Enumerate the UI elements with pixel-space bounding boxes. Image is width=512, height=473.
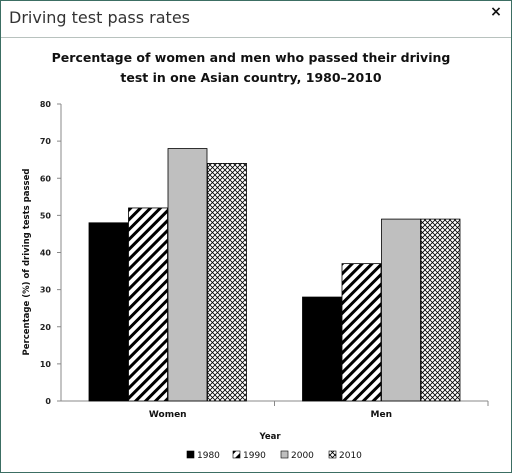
close-icon[interactable]: × — [490, 4, 502, 20]
legend-label-1990: 1990 — [243, 451, 266, 461]
x-tick-label: Men — [371, 410, 392, 420]
y-tick-label: 10 — [40, 360, 52, 369]
bar-2010-women — [207, 162, 247, 402]
x-axis-label: Year — [258, 432, 281, 442]
y-axis-label: Percentage (%) of driving tests passed — [22, 169, 32, 356]
legend-label-2010: 2010 — [339, 451, 362, 461]
x-tick-label: Women — [149, 410, 187, 420]
bar-2000-men — [381, 218, 421, 402]
bars — [88, 148, 461, 402]
bar-2010-men — [420, 218, 461, 402]
legend: 1980 1990 2000 2010 — [186, 450, 362, 461]
y-tick-label: 50 — [40, 211, 52, 220]
window-titlebar: Driving test pass rates × — [1, 1, 511, 38]
y-tick-label: 30 — [40, 286, 52, 295]
x-ticks: Women Men — [149, 401, 489, 420]
bar-1980-men — [302, 296, 342, 402]
y-tick-label: 40 — [40, 249, 52, 258]
y-tick-label: 20 — [40, 323, 52, 332]
legend-swatch-2000 — [280, 450, 289, 459]
legend-label-2000: 2000 — [291, 451, 314, 461]
chart-title-line-2: test in one Asian country, 1980–2010 — [120, 70, 382, 85]
legend-swatch-1980 — [186, 450, 195, 459]
bar-1990-men — [341, 263, 382, 402]
bar-2000-women — [167, 148, 208, 402]
chart-title-line-1: Percentage of women and men who passed t… — [52, 50, 451, 65]
y-tick-label: 80 — [40, 100, 52, 109]
legend-swatch-2010 — [328, 450, 337, 459]
legend-swatch-1990 — [232, 450, 241, 459]
y-tick-label: 70 — [40, 137, 52, 146]
window-title: Driving test pass rates — [9, 8, 191, 27]
legend-label-1980: 1980 — [197, 451, 220, 461]
bar-1990-women — [128, 207, 168, 402]
y-tick-label: 60 — [40, 174, 52, 183]
bar-1980-women — [88, 222, 129, 402]
y-ticks: 0 10 20 30 40 50 60 70 80 — [40, 100, 61, 406]
y-tick-label: 0 — [45, 397, 51, 406]
